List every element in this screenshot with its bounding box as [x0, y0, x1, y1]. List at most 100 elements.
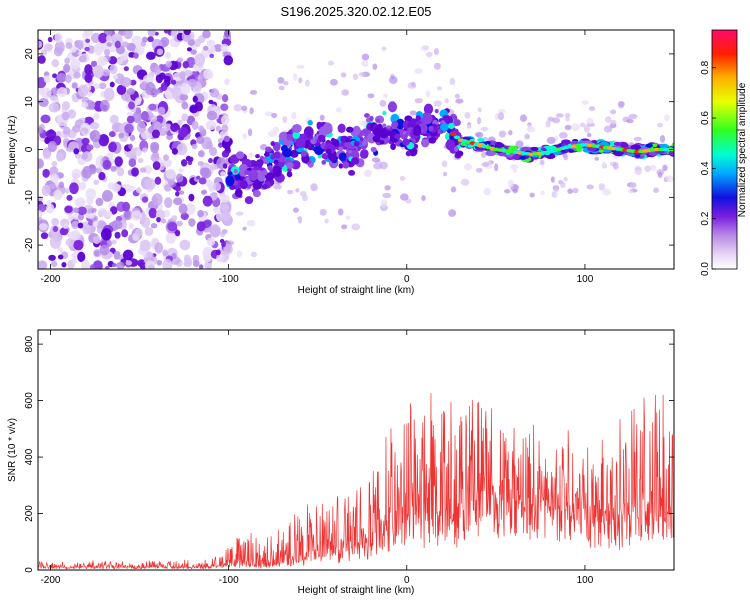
spectrogram-noise-blob [71, 168, 82, 179]
spectrogram-noise-blob [156, 216, 161, 223]
spectrogram-noise-blob [144, 260, 156, 269]
spectrogram-scatter-blob [287, 189, 294, 195]
spectrogram-noise-blob [86, 196, 94, 205]
spectrogram-noise-blob [171, 252, 177, 260]
spectrogram-ridge-blob [454, 128, 459, 134]
spectrogram-noise-blob [65, 238, 74, 247]
spectrogram-noise-blob [128, 158, 137, 168]
spectrogram-noise-blob [167, 221, 178, 232]
snr-x-tick-label: 0 [404, 575, 410, 586]
spectrogram-noise-blob [40, 232, 49, 240]
spectrogram-ridge-blob [342, 161, 350, 169]
spectrogram-noise-blob [89, 264, 95, 269]
spectrogram-scatter-blob [371, 157, 381, 163]
spectrogram-scatter-blob [610, 119, 617, 125]
spectrogram-ridge-blob [668, 150, 674, 155]
spectrogram-noise-blob [97, 55, 108, 67]
spectrogram-y-tick-label: -10 [24, 190, 35, 205]
colorbar-tick-label: 0.4 [700, 161, 711, 175]
spectrogram-scatter-blob [650, 164, 657, 171]
spectrogram-ridge-blob [395, 118, 405, 130]
colorbar-tick-label: 0.6 [700, 111, 711, 125]
spectrogram-scatter-blob [380, 199, 388, 208]
spectrogram-noise-blob [180, 82, 191, 95]
spectrogram-ridge-blob [561, 139, 571, 145]
spectrogram-noise-blob [84, 73, 93, 84]
spectrogram-scatter-blob [399, 176, 406, 181]
spectrogram-noise-blob [71, 257, 78, 265]
spectrogram-ridge-blob [382, 110, 387, 116]
spectrogram-noise-blob [112, 74, 119, 80]
spectrogram-y-tick-label: -20 [24, 237, 35, 252]
spectrogram-noise-blob [148, 103, 157, 111]
spectrogram-noise-blob [88, 212, 95, 219]
spectrogram-scatter-blob [664, 175, 674, 183]
spectrogram-noise-blob [38, 40, 43, 48]
spectrogram-noise-blob [104, 265, 110, 269]
spectrogram-noise-blob [174, 229, 181, 237]
spectrogram-scatter-blob [526, 126, 536, 133]
spectrogram-ridge-blob [347, 149, 353, 154]
spectrogram-noise-blob [91, 208, 97, 213]
spectrogram-noise-blob [71, 252, 78, 259]
spectrogram-noise-blob [175, 173, 184, 183]
spectrogram-noise-blob [68, 109, 74, 115]
colorbar-label: Normalized spectral amplitude [737, 82, 748, 217]
spectrogram-scatter-blob [571, 123, 580, 131]
spectrogram-ridge-blob [234, 188, 243, 198]
spectrogram-noise-blob [188, 156, 194, 162]
spectrogram-scatter-blob [324, 218, 329, 224]
spectrogram-scatter-blob [546, 136, 556, 144]
spectrogram-ridge-blob [434, 108, 439, 114]
spectrogram-noise-blob [186, 47, 192, 52]
spectrogram-scatter-blob [277, 76, 285, 84]
spectrogram-noise-blob [87, 91, 93, 97]
spectrogram-noise-blob [84, 46, 90, 52]
spectrogram-scatter-blob [242, 133, 248, 140]
spectrogram-scatter-blob [466, 124, 472, 130]
spectrogram-noise-blob [139, 167, 147, 173]
spectrogram-ridge-blob [423, 103, 434, 115]
spectrogram-scatter-blob [327, 60, 335, 66]
spectrogram-noise-blob [108, 131, 116, 138]
spectrogram-noise-blob [150, 143, 160, 154]
spectrogram-marks [38, 30, 674, 269]
spectrogram-ridge-blob [325, 148, 332, 155]
spectrogram-noise-blob [221, 228, 228, 234]
spectrogram-scatter-blob [598, 183, 605, 191]
spectrogram-noise-blob [103, 87, 115, 102]
spectrogram-ridge-blob [345, 137, 351, 143]
spectrogram-ridge-blob [286, 167, 292, 173]
spectrogram-ridge-blob [659, 143, 669, 149]
spectrogram-scatter-blob [633, 136, 642, 142]
spectrogram-ridge-blob [400, 131, 409, 140]
spectrogram-noise-blob [64, 187, 71, 194]
spectrogram-noise-blob [144, 226, 154, 236]
spectrogram-noise-blob [74, 39, 84, 49]
spectrogram-noise-blob [72, 213, 80, 220]
spectrogram-x-tick-label: 0 [404, 274, 410, 285]
spectrogram-noise-blob [197, 150, 205, 158]
spectrogram-noise-blob [112, 262, 117, 267]
spectrogram-x-ticks: -200 -100 0 100 [40, 30, 594, 285]
spectrogram-ridge-blob [379, 140, 385, 145]
spectrogram-ridge-blob [239, 180, 248, 190]
spectrogram-noise-blob [184, 203, 196, 215]
spectrogram-scatter-blob [291, 112, 297, 120]
spectrogram-noise-blob [105, 35, 113, 42]
spectrogram-scatter-blob [381, 46, 387, 51]
spectrogram-noise-blob [180, 159, 188, 167]
spectrogram-ridge-blob [225, 175, 235, 187]
spectrogram-noise-blob [64, 57, 71, 64]
spectrogram-noise-blob [141, 36, 148, 43]
spectrogram-noise-blob [63, 126, 71, 135]
spectrogram-scatter-blob [586, 184, 594, 190]
spectrogram-noise-blob [147, 36, 154, 43]
snr-series-line [38, 393, 674, 570]
spectrogram-noise-blob [144, 178, 156, 190]
spectrogram-noise-blob [199, 167, 210, 177]
spectrogram-scatter-blob [588, 106, 596, 111]
spectrogram-noise-blob [202, 30, 211, 39]
spectrogram-noise-blob [114, 231, 121, 239]
spectrogram-noise-blob [198, 264, 204, 269]
